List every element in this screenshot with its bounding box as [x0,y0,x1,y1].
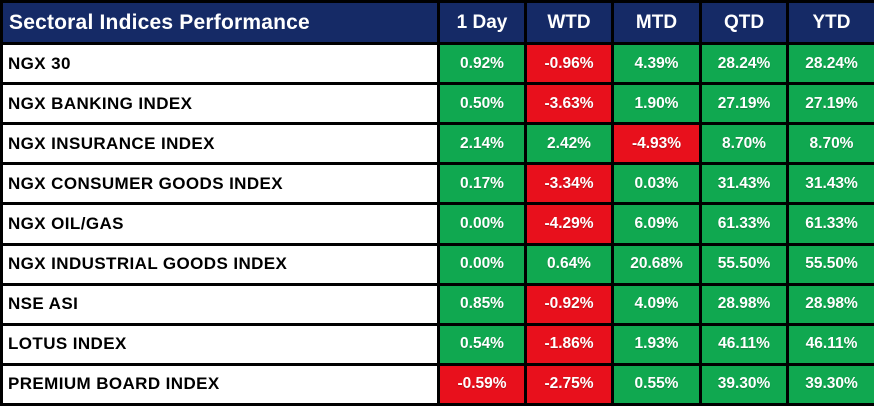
column-header-ytd: YTD [786,0,874,45]
value-cell: 46.11% [786,322,874,366]
column-header-1-day: 1 Day [437,0,527,45]
value-cell: 39.30% [786,362,874,406]
value-cell: 55.50% [699,242,789,286]
value-cell: 61.33% [786,202,874,246]
value-cell: -3.63% [524,82,614,126]
table-title: Sectoral Indices Performance [0,0,440,45]
value-cell: 0.64% [524,242,614,286]
value-cell: 20.68% [611,242,702,286]
value-cell: -0.96% [524,41,614,86]
table-row: PREMIUM BOARD INDEX -0.59% -2.75% 0.55% 39.3… [0,362,874,406]
value-cell: 6.09% [611,202,702,246]
value-cell: -1.86% [524,322,614,366]
value-cell: -4.29% [524,202,614,246]
value-cell: 46.11% [699,322,789,366]
value-cell: 8.70% [786,122,874,166]
index-label: NGX CONSUMER GOODS INDEX [0,162,440,206]
value-cell: -0.92% [524,282,614,326]
value-cell: 55.50% [786,242,874,286]
value-cell: 1.93% [611,322,702,366]
table-row: NGX INSURANCE INDEX 2.14% 2.42% -4.93% 8.70%… [0,122,874,166]
value-cell: -2.75% [524,362,614,406]
index-label: LOTUS INDEX [0,322,440,366]
table-row: NGX CONSUMER GOODS INDEX 0.17% -3.34% 0.03%… [0,162,874,206]
value-cell: -3.34% [524,162,614,206]
index-label: NGX INSURANCE INDEX [0,122,440,166]
column-header-mtd: MTD [611,0,702,45]
value-cell: 8.70% [699,122,789,166]
value-cell: 61.33% [699,202,789,246]
value-cell: 31.43% [699,162,789,206]
value-cell: 0.54% [437,322,527,366]
value-cell: 0.50% [437,82,527,126]
table-row: LOTUS INDEX 0.54% -1.86% 1.93% 46.11% 46.11% [0,322,874,366]
index-label: NGX 30 [0,41,440,86]
column-header-wtd: WTD [524,0,614,45]
value-cell: 4.09% [611,282,702,326]
value-cell: 0.00% [437,202,527,246]
value-cell: 0.00% [437,242,527,286]
index-label: PREMIUM BOARD INDEX [0,362,440,406]
table-row: NGX 30 0.92% -0.96% 4.39% 28.24% 28.24% [0,41,874,86]
value-cell: 28.24% [699,41,789,86]
value-cell: 27.19% [786,82,874,126]
table-row: NSE ASI 0.85% -0.92% 4.09% 28.98% 28.98% [0,282,874,326]
value-cell: 0.03% [611,162,702,206]
column-header-qtd: QTD [699,0,789,45]
table-row: NGX BANKING INDEX 0.50% -3.63% 1.90% 27.19% 2… [0,82,874,126]
table-row: NGX OIL/GAS 0.00% -4.29% 6.09% 61.33% 61.33% [0,202,874,246]
value-cell: 2.42% [524,122,614,166]
value-cell: 0.17% [437,162,527,206]
index-label: NGX OIL/GAS [0,202,440,246]
value-cell: 28.24% [786,41,874,86]
table-row: NGX INDUSTRIAL GOODS INDEX 0.00% 0.64% 20.6… [0,242,874,286]
index-label: NGX INDUSTRIAL GOODS INDEX [0,242,440,286]
header-row: Sectoral Indices Performance 1 Day WTD MTD… [0,0,874,45]
value-cell: 28.98% [786,282,874,326]
value-cell: -0.59% [437,362,527,406]
value-cell: 28.98% [699,282,789,326]
value-cell: 0.85% [437,282,527,326]
value-cell: 39.30% [699,362,789,406]
value-cell: 27.19% [699,82,789,126]
value-cell: -4.93% [611,122,702,166]
value-cell: 0.55% [611,362,702,406]
value-cell: 1.90% [611,82,702,126]
index-label: NSE ASI [0,282,440,326]
value-cell: 31.43% [786,162,874,206]
value-cell: 4.39% [611,41,702,86]
value-cell: 2.14% [437,122,527,166]
value-cell: 0.92% [437,41,527,86]
table-body: NGX 30 0.92% -0.96% 4.39% 28.24% 28.24% NGX BA… [0,41,874,406]
index-label: NGX BANKING INDEX [0,82,440,126]
